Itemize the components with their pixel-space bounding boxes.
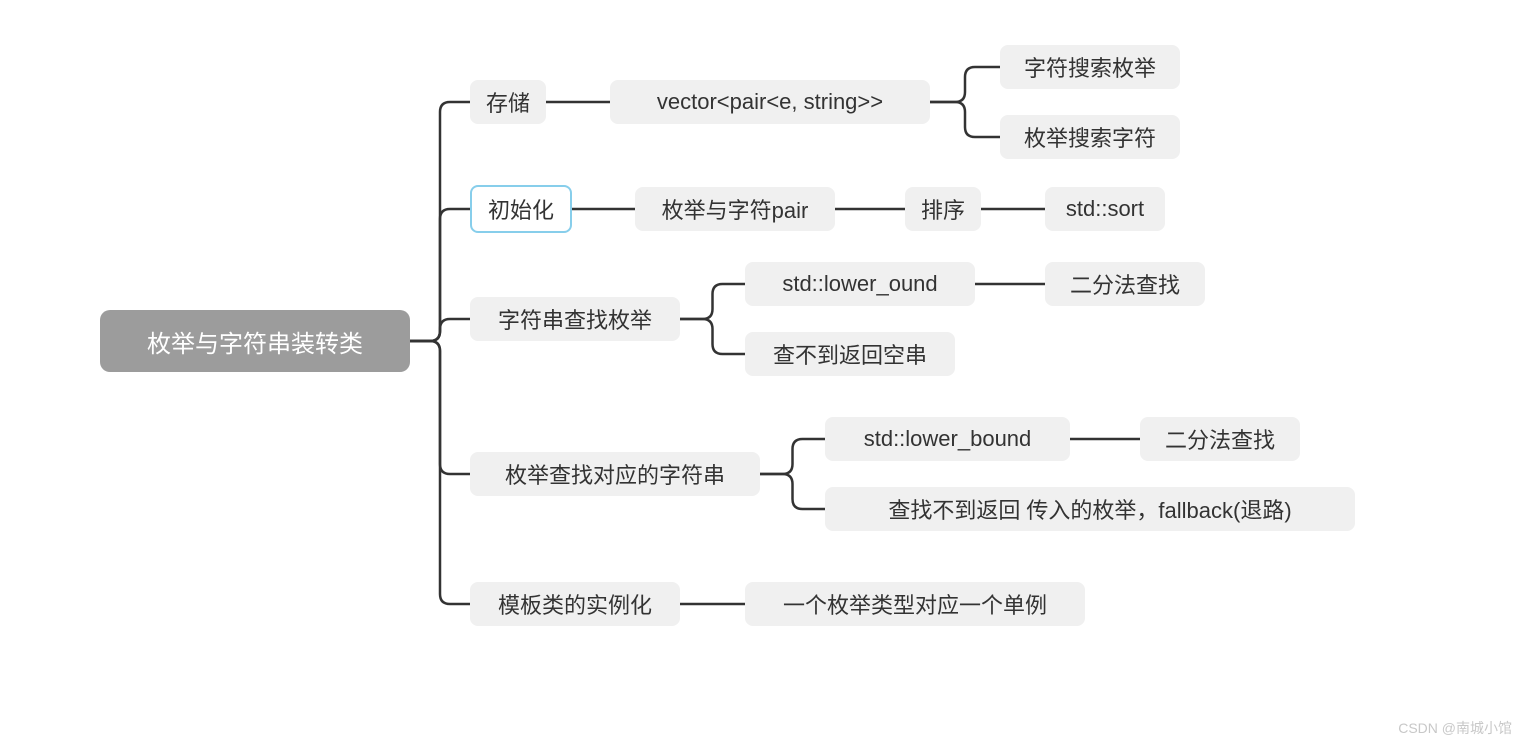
mindmap-node-n5_1[interactable]: 一个枚举类型对应一个单例 (745, 582, 1085, 626)
mindmap-node-n1_1_1[interactable]: 字符搜索枚举 (1000, 45, 1180, 89)
mindmap-node-n3_2[interactable]: 查不到返回空串 (745, 332, 955, 376)
mindmap-node-n2[interactable]: 初始化 (470, 185, 572, 233)
mindmap-node-n2_1_1_1[interactable]: std::sort (1045, 187, 1165, 231)
mindmap-node-n5[interactable]: 模板类的实例化 (470, 582, 680, 626)
mindmap-node-n4[interactable]: 枚举查找对应的字符串 (470, 452, 760, 496)
mindmap-node-n3_1[interactable]: std::lower_ound (745, 262, 975, 306)
mindmap-node-n4_1[interactable]: std::lower_bound (825, 417, 1070, 461)
mindmap-node-n2_1[interactable]: 枚举与字符pair (635, 187, 835, 231)
mindmap-node-n2_1_1[interactable]: 排序 (905, 187, 981, 231)
mindmap-node-n4_2[interactable]: 查找不到返回 传入的枚举，fallback(退路) (825, 487, 1355, 531)
mindmap-node-n3_1_1[interactable]: 二分法查找 (1045, 262, 1205, 306)
mindmap-node-n4_1_1[interactable]: 二分法查找 (1140, 417, 1300, 461)
mindmap-node-n1_1_2[interactable]: 枚举搜索字符 (1000, 115, 1180, 159)
mindmap-node-n1_1[interactable]: vector<pair<e, string>> (610, 80, 930, 124)
mindmap-node-root[interactable]: 枚举与字符串装转类 (100, 310, 410, 372)
mindmap-node-n1[interactable]: 存储 (470, 80, 546, 124)
watermark-text: CSDN @南城小馆 (1398, 718, 1512, 738)
mindmap-node-n3[interactable]: 字符串查找枚举 (470, 297, 680, 341)
